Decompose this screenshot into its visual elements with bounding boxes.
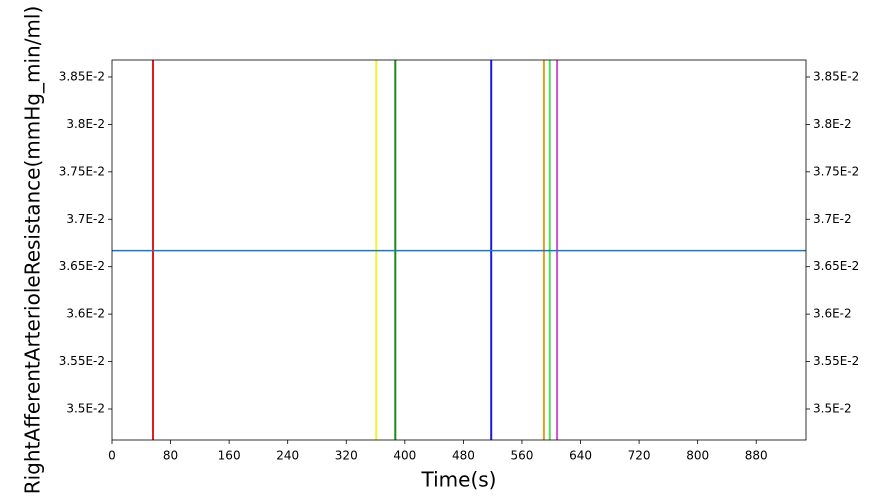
y2-tick-label: 3.65E-2 [813,259,859,273]
x-tick-label: 720 [628,449,651,463]
x-tick-label: 80 [163,449,178,463]
y2-tick-label: 3.6E-2 [813,307,852,321]
y-tick-label: 3.65E-2 [59,259,105,273]
plot-frame [111,59,807,441]
x-tick-label: 800 [686,449,709,463]
x-tick-label: 320 [335,449,358,463]
y-tick-label: 3.6E-2 [66,307,105,321]
x-tick-label: 880 [745,449,768,463]
y-axis-title: RightAfferentArterioleResistance(mmHg_mi… [21,6,45,495]
x-axis-title: Time(s) [421,468,497,492]
y-tick-label: 3.55E-2 [59,354,105,368]
y-tick-label: 3.85E-2 [59,69,105,83]
y-tick-label: 3.8E-2 [66,117,105,131]
y-tick-label: 3.75E-2 [59,164,105,178]
x-tick-label: 480 [452,449,475,463]
y2-tick-label: 3.7E-2 [813,212,852,226]
y2-tick-label: 3.85E-2 [813,69,859,83]
x-tick-label: 560 [511,449,534,463]
y-tick-label: 3.5E-2 [66,401,105,415]
x-tick-label: 0 [108,449,116,463]
x-tick-label: 240 [276,449,299,463]
y2-tick-label: 3.75E-2 [813,164,859,178]
x-tick-label: 640 [569,449,592,463]
y2-tick-label: 3.8E-2 [813,117,852,131]
y-tick-label: 3.7E-2 [66,212,105,226]
y2-tick-label: 3.5E-2 [813,401,852,415]
x-tick-label: 400 [393,449,416,463]
x-tick-label: 160 [218,449,241,463]
y2-tick-label: 3.55E-2 [813,354,859,368]
